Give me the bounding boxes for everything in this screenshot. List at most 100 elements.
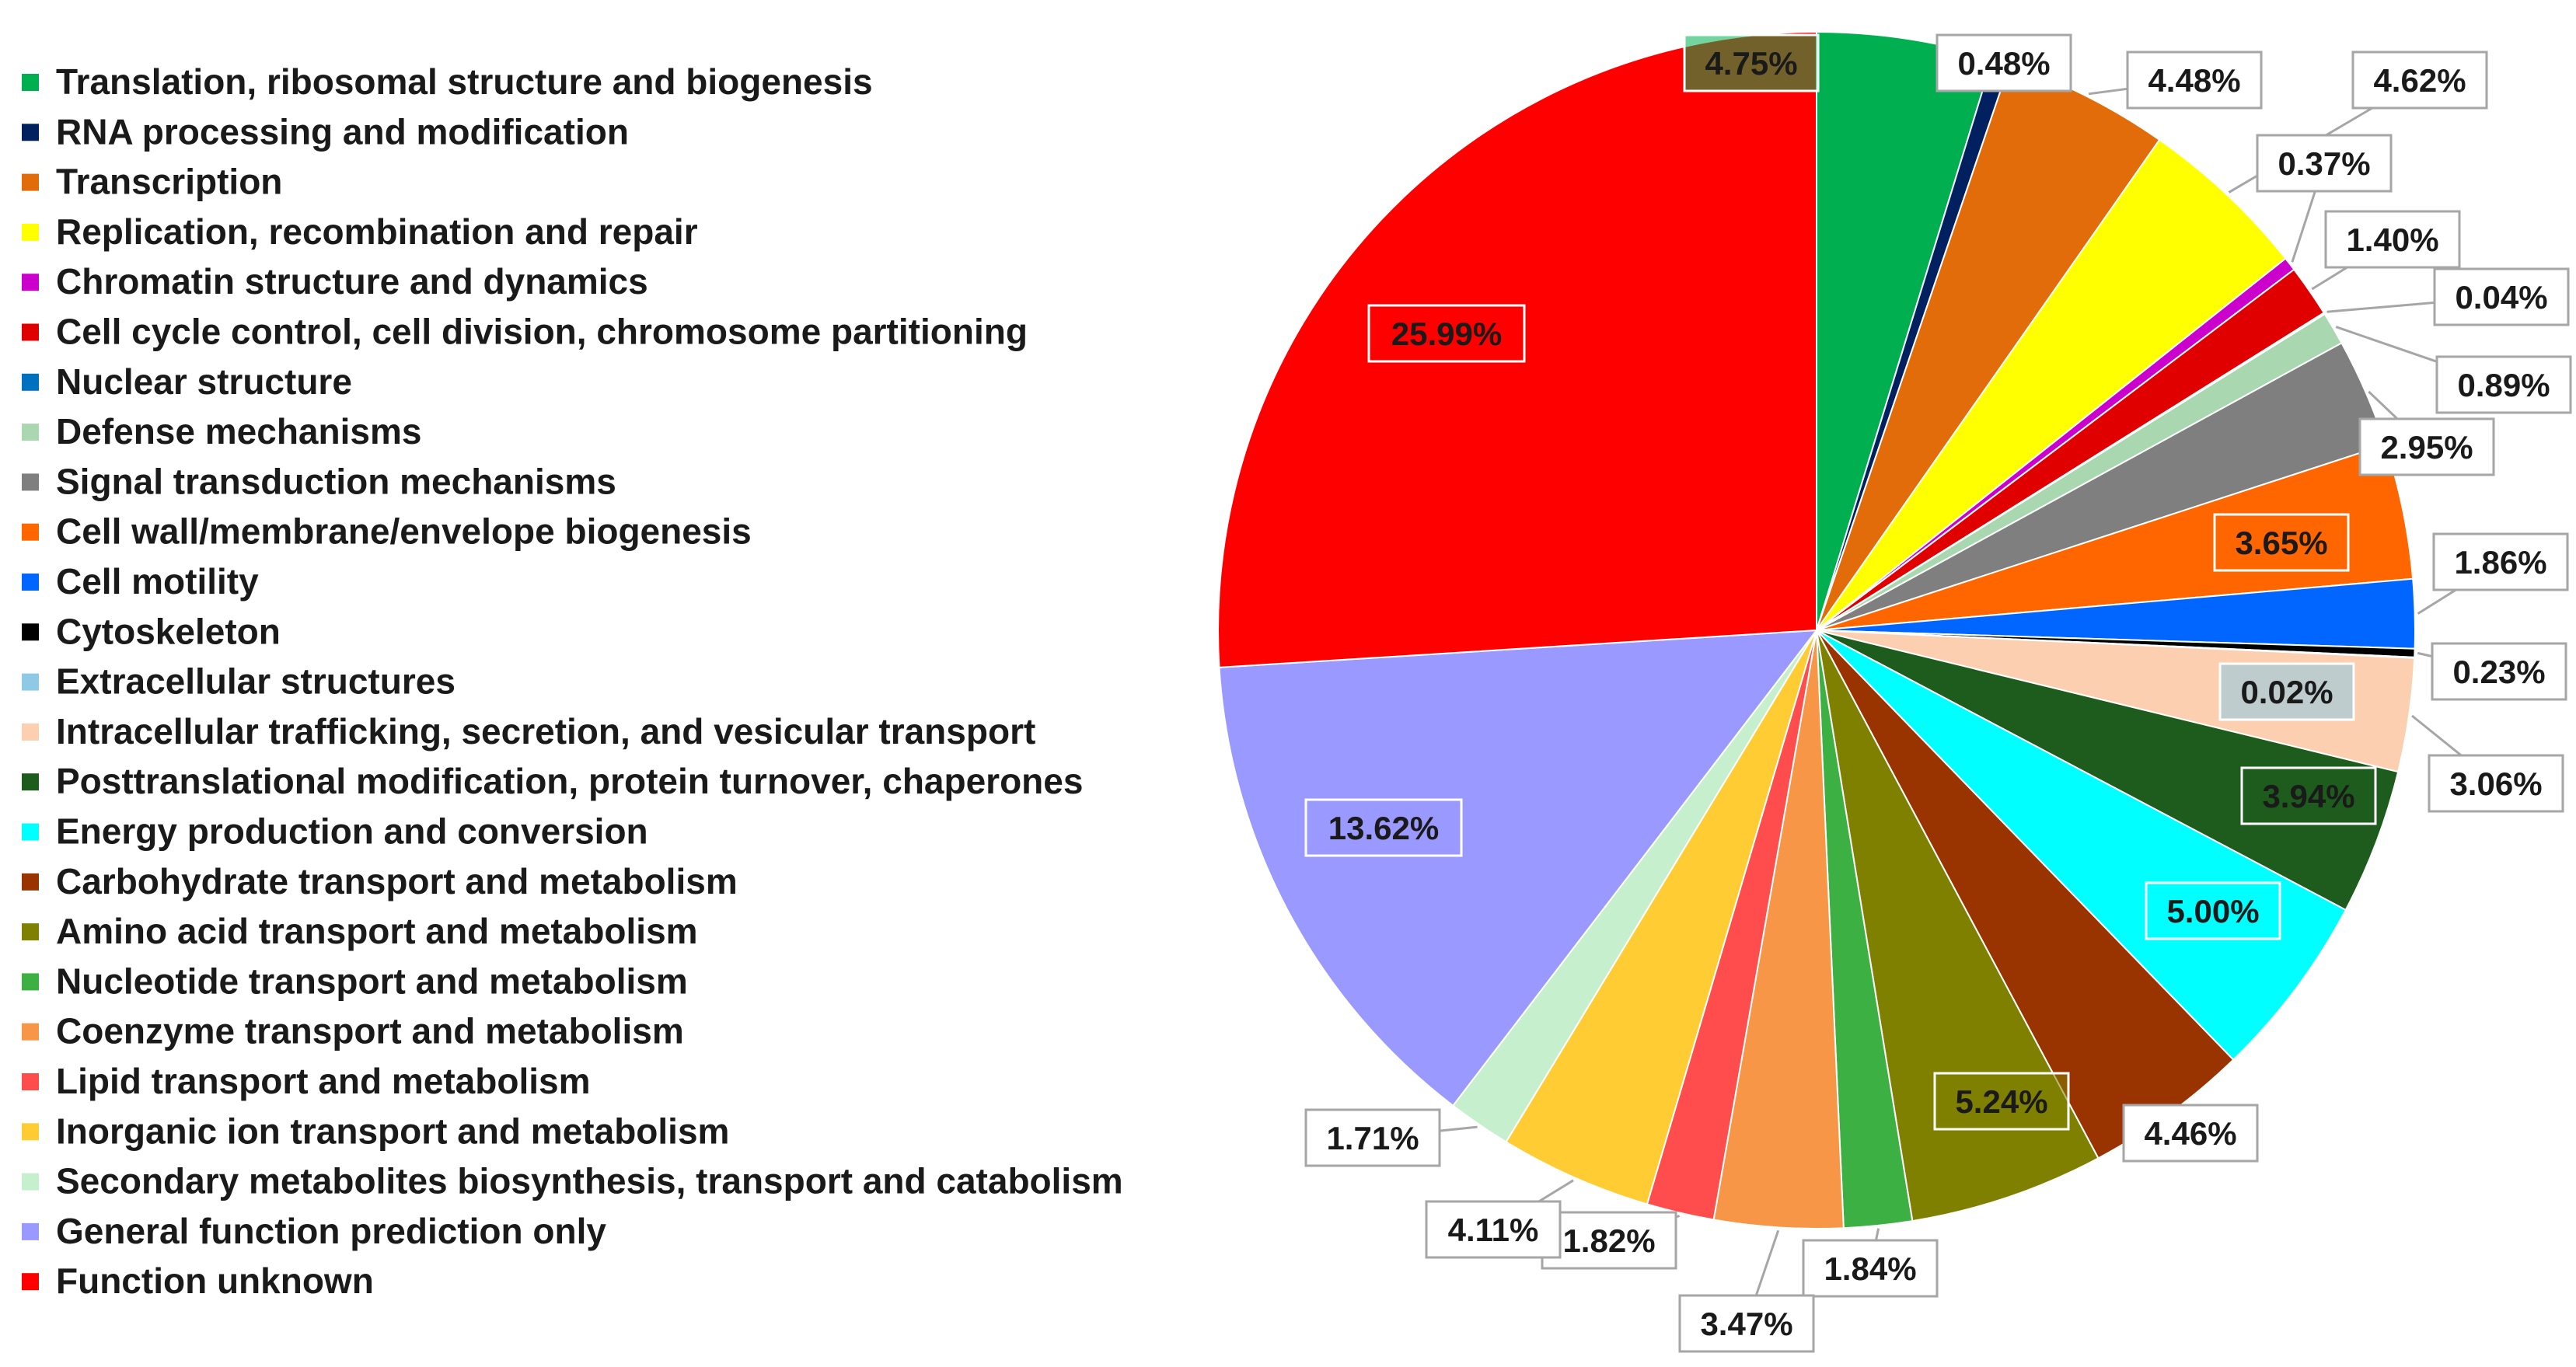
legend-label-cell-wall-membrane-envelope-biogenesis: Cell wall/membrane/envelope biogenesis <box>56 511 752 552</box>
data-labels: 4.75% 0.48% 4.48% 4.62% 0.37% 1.40% 0.04% 0.89%… <box>1304 33 2572 1353</box>
legend-label-cell-cycle-control-cell-division-chromosome-partitioning: Cell cycle control, cell division, chrom… <box>56 312 1028 352</box>
legend-swatch-carbohydrate-transport-and-metabolism <box>22 873 39 891</box>
legend-swatch-extracellular-structures <box>22 673 39 691</box>
data-label-extracellular-structures: 0.02% <box>2240 674 2333 710</box>
data-label-box-extracellular-structures <box>2218 662 2355 721</box>
legend-swatch-replication-recombination-and-repair <box>22 223 39 241</box>
legend-swatch-general-function-prediction-only <box>22 1222 39 1240</box>
legend-label-translation-ribosomal-structure-and-biogenesis: Translation, ribosomal structure and bio… <box>56 61 873 102</box>
legend-label-chromatin-structure-and-dynamics: Chromatin structure and dynamics <box>56 261 648 302</box>
data-label-box-cell-cycle-control-cell-division-chromosome-partitioning <box>2324 210 2461 269</box>
legend-swatch-signal-transduction-mechanisms <box>22 473 39 491</box>
legend-swatch-translation-ribosomal-structure-and-biogenesis <box>22 74 39 91</box>
legend-label-nuclear-structure: Nuclear structure <box>56 361 352 402</box>
legend-swatch-secondary-metabolites-biosynthesis-transport-and-catabolism <box>22 1173 39 1191</box>
data-label-box-nucleotide-transport-and-metabolism <box>1802 1239 1939 1298</box>
data-label-cell-wall-membrane-envelope-biogenesis: 3.65% <box>2235 525 2327 561</box>
data-label-energy-production-and-conversion: 5.00% <box>2166 893 2259 929</box>
data-label-inorganic-ion-transport-and-metabolism: 4.11% <box>1448 1212 1539 1248</box>
data-label-box-energy-production-and-conversion <box>2145 881 2281 940</box>
legend-label-cell-motility: Cell motility <box>56 561 259 602</box>
legend-swatch-cell-cycle-control-cell-division-chromosome-partitioning <box>22 323 39 341</box>
data-label-signal-transduction-mechanisms: 2.95% <box>2380 429 2473 466</box>
data-label-box-lipid-transport-and-metabolism <box>1541 1211 1677 1270</box>
legend-label-rna-processing-and-modification: RNA processing and modification <box>56 111 629 152</box>
legend-swatch-cell-motility <box>22 574 39 591</box>
data-label-replication-recombination-and-repair: 4.62% <box>2373 62 2466 99</box>
data-label-amino-acid-transport-and-metabolism: 5.24% <box>1955 1083 2047 1120</box>
data-label-box-nuclear-structure <box>2433 267 2570 326</box>
pie-slice-energy-production-and-conversion <box>1816 629 2347 1062</box>
legend-label-function-unknown: Function unknown <box>56 1261 374 1301</box>
legend-swatch-rna-processing-and-modification <box>22 124 39 141</box>
legend-label-inorganic-ion-transport-and-metabolism: Inorganic ion transport and metabolism <box>56 1111 729 1151</box>
legend-swatch-amino-acid-transport-and-metabolism <box>22 923 39 941</box>
data-label-box-cell-wall-membrane-envelope-biogenesis <box>2213 513 2350 572</box>
data-label-coenzyme-transport-and-metabolism: 3.47% <box>1700 1306 1792 1342</box>
data-label-box-carbohydrate-transport-and-metabolism <box>2122 1104 2259 1163</box>
data-label-secondary-metabolites-biosynthesis-transport-and-catabolism: 1.71% <box>1326 1120 1419 1156</box>
pie-slice-general-function-prediction-only <box>1218 629 1819 1107</box>
data-label-translation-ribosomal-structure-and-biogenesis: 4.75% <box>1705 45 1797 82</box>
legend-label-defense-mechanisms: Defense mechanisms <box>56 411 421 452</box>
legend-label-replication-recombination-and-repair: Replication, recombination and repair <box>56 211 698 252</box>
legend-swatch-energy-production-and-conversion <box>22 823 39 841</box>
data-label-box-chromatin-structure-and-dynamics <box>2256 134 2393 193</box>
data-label-cell-cycle-control-cell-division-chromosome-partitioning: 1.40% <box>2346 221 2438 258</box>
legend-swatch-nuclear-structure <box>22 373 39 391</box>
legend-swatch-coenzyme-transport-and-metabolism <box>22 1023 39 1041</box>
data-label-box-cell-motility <box>2432 532 2569 591</box>
legend-label-nucleotide-transport-and-metabolism: Nucleotide transport and metabolism <box>56 961 688 1001</box>
data-label-box-general-function-prediction-only <box>1304 798 1463 857</box>
data-label-box-defense-mechanisms <box>2435 355 2572 414</box>
legend-label-coenzyme-transport-and-metabolism: Coenzyme transport and metabolism <box>56 1011 684 1051</box>
data-label-rna-processing-and-modification: 0.48% <box>1957 45 2050 82</box>
data-label-intracellular-trafficking-secretion-and-vesicular-transport: 3.06% <box>2449 765 2542 802</box>
legend-swatch-defense-mechanisms <box>22 424 39 441</box>
legend-label-transcription: Transcription <box>56 162 282 202</box>
legend-swatch-lipid-transport-and-metabolism <box>22 1073 39 1090</box>
data-label-box-inorganic-ion-transport-and-metabolism <box>1425 1200 1562 1259</box>
data-label-posttranslational-modification-protein-turnover-chaperones: 3.94% <box>2262 778 2354 814</box>
data-label-box-posttranslational-modification-protein-turnover-chaperones <box>2240 766 2377 825</box>
legend-swatch-cytoskeleton <box>22 623 39 641</box>
legend-label-energy-production-and-conversion: Energy production and conversion <box>56 811 648 852</box>
legend-swatch-posttranslational-modification-protein-turnover-chaperones <box>22 773 39 791</box>
legend-label-carbohydrate-transport-and-metabolism: Carbohydrate transport and metabolism <box>56 861 738 901</box>
legend: Translation, ribosomal structure and bio… <box>22 61 1123 1301</box>
data-label-box-cytoskeleton <box>2431 642 2567 701</box>
legend-swatch-inorganic-ion-transport-and-metabolism <box>22 1123 39 1141</box>
legend-label-posttranslational-modification-protein-turnover-chaperones: Posttranslational modification, protein … <box>56 761 1083 801</box>
data-label-box-signal-transduction-mechanisms <box>2358 417 2495 476</box>
legend-label-cytoskeleton: Cytoskeleton <box>56 611 281 651</box>
data-label-chromatin-structure-and-dynamics: 0.37% <box>2278 145 2370 182</box>
legend-swatch-nucleotide-transport-and-metabolism <box>22 973 39 991</box>
data-label-lipid-transport-and-metabolism: 1.82% <box>1562 1222 1655 1259</box>
legend-label-extracellular-structures: Extracellular structures <box>56 661 456 702</box>
data-label-defense-mechanisms: 0.89% <box>2457 367 2550 403</box>
legend-label-amino-acid-transport-and-metabolism: Amino acid transport and metabolism <box>56 911 698 951</box>
legend-swatch-intracellular-trafficking-secretion-and-vesicular-transport <box>22 723 39 741</box>
legend-swatch-function-unknown <box>22 1273 39 1291</box>
data-label-nucleotide-transport-and-metabolism: 1.84% <box>1824 1250 1916 1287</box>
legend-label-general-function-prediction-only: General function prediction only <box>56 1211 606 1251</box>
legend-swatch-chromatin-structure-and-dynamics <box>22 274 39 291</box>
data-label-box-rna-processing-and-modification <box>1935 33 2072 92</box>
data-label-box-replication-recombination-and-repair <box>2351 51 2488 110</box>
pie-slice-inorganic-ion-transport-and-metabolism <box>1505 629 1817 1205</box>
data-label-box-translation-ribosomal-structure-and-biogenesis <box>1683 33 1820 92</box>
data-label-cell-motility: 1.86% <box>2454 544 2546 581</box>
data-label-carbohydrate-transport-and-metabolism: 4.46% <box>2144 1115 2236 1152</box>
data-label-function-unknown: 25.99% <box>1391 316 1502 352</box>
legend-label-lipid-transport-and-metabolism: Lipid transport and metabolism <box>56 1061 591 1101</box>
legend-label-signal-transduction-mechanisms: Signal transduction mechanisms <box>56 461 616 501</box>
legend-label-secondary-metabolites-biosynthesis-transport-and-catabolism: Secondary metabolites biosynthesis, tran… <box>56 1161 1123 1201</box>
data-label-box-amino-acid-transport-and-metabolism <box>1933 1072 2070 1131</box>
pie-slice-posttranslational-modification-protein-turnover-chaperones <box>1816 629 2400 912</box>
pie-slices <box>1217 30 2417 1229</box>
legend-label-intracellular-trafficking-secretion-and-vesicular-transport: Intracellular trafficking, secretion, an… <box>56 711 1035 752</box>
pie-slice-replication-recombination-and-repair <box>1816 138 2287 631</box>
data-label-transcription: 4.48% <box>2148 62 2240 99</box>
legend-swatch-cell-wall-membrane-envelope-biogenesis <box>22 523 39 541</box>
